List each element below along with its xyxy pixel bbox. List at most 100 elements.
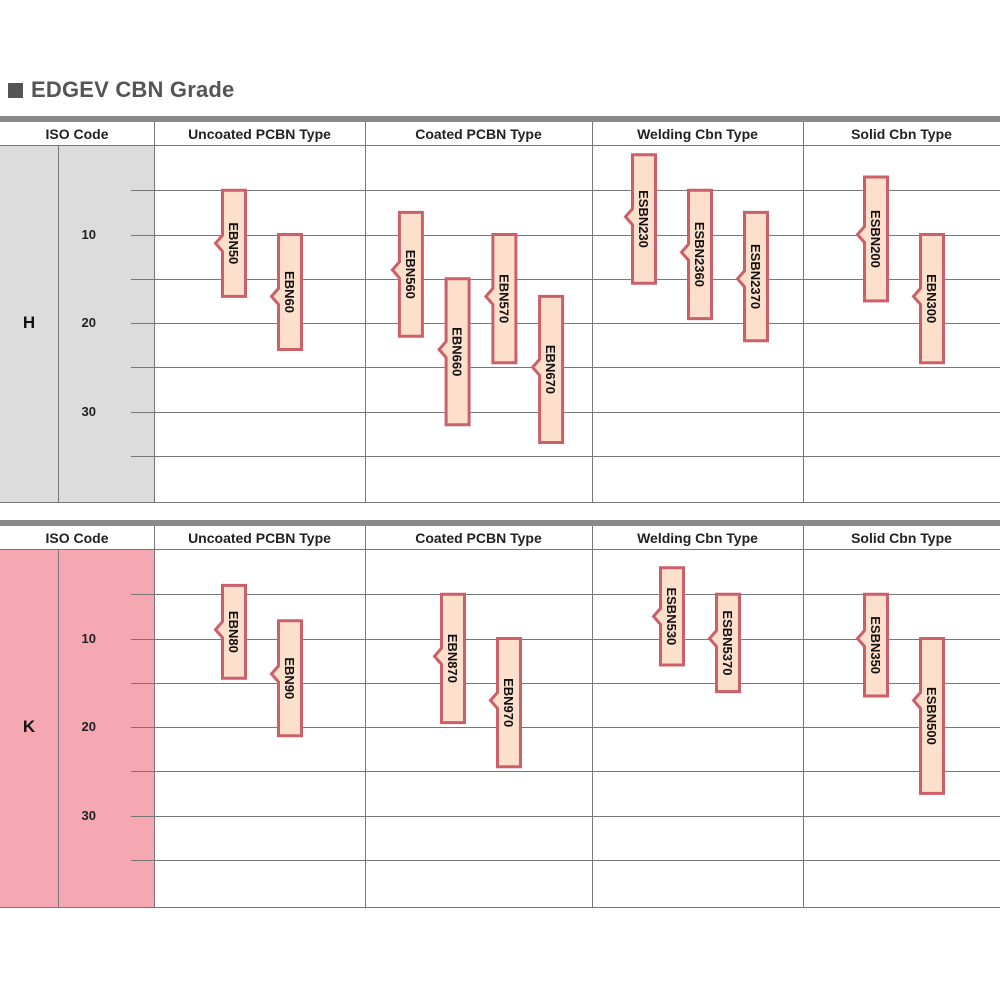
header-divider [0, 145, 1000, 146]
grade-marker: EBN90 [269, 619, 303, 738]
grade-label: EBN970 [501, 678, 516, 727]
grade-marker: ESBN530 [651, 566, 685, 667]
grade-label: EBN80 [226, 611, 241, 653]
column-header: ISO Code [45, 126, 109, 142]
grade-label: EBN60 [282, 271, 297, 313]
grade-marker: EBN570 [483, 233, 518, 365]
grid-line [131, 323, 1000, 324]
grid-line [131, 816, 1000, 817]
grade-bar [651, 566, 685, 667]
grade-label: EBN50 [226, 222, 241, 264]
grade-marker: EBN80 [213, 583, 247, 680]
section-k: ISO Code Uncoated PCBN Type Coated PCBN Ty… [0, 520, 1000, 908]
header-divider [0, 549, 1000, 550]
grade-bar [390, 210, 424, 338]
grade-label: EBN90 [282, 657, 297, 699]
grade-label: ESBN230 [636, 190, 651, 248]
grade-bar [679, 188, 713, 321]
column-header: Welding Cbn Type [637, 530, 758, 546]
grade-marker: EBN670 [530, 294, 565, 444]
column-divider [592, 526, 593, 907]
column-header: Coated PCBN Type [415, 530, 542, 546]
grade-label: ESBN500 [924, 687, 939, 745]
grade-label: ESBN2370 [748, 244, 763, 309]
section-bottom-line [0, 502, 1000, 503]
grade-label: EBN870 [445, 634, 460, 683]
grade-bar [530, 294, 565, 444]
column-header: ISO Code [45, 530, 109, 546]
grade-chart: EBN80 EBN90 EBN870 EBN970 ESBN530 ESBN5370 ESB… [213, 566, 945, 795]
grid-line [131, 412, 1000, 413]
column-divider [803, 526, 804, 907]
grade-label: ESBN2360 [692, 222, 707, 287]
tick-label: 20 [81, 719, 96, 734]
grade-label: ESBN200 [868, 210, 883, 268]
grid-line [131, 639, 1000, 640]
grid-line [131, 456, 1000, 457]
grid-line [131, 683, 1000, 684]
tick-label: 30 [81, 404, 96, 419]
grade-marker: ESBN350 [855, 592, 889, 698]
column-divider [58, 146, 59, 502]
grade-label: EBN670 [543, 345, 558, 394]
column-header: Uncoated PCBN Type [188, 530, 331, 546]
column-divider [154, 526, 155, 907]
grade-bar [735, 210, 769, 343]
tick-label: 10 [81, 631, 96, 646]
grade-bar [483, 233, 518, 365]
section-bottom-line [0, 907, 1000, 908]
grade-label: ESBN530 [664, 587, 679, 645]
grade-bar [269, 619, 303, 738]
grade-marker: EBN560 [390, 210, 424, 338]
page-title: EDGEV CBN Grade [8, 76, 235, 104]
section-h: ISO Code Uncoated PCBN Type Coated PCBN Ty… [0, 116, 1000, 503]
grid-line [131, 771, 1000, 772]
grade-marker: ESBN2360 [679, 188, 713, 321]
grade-marker: EBN870 [432, 592, 466, 725]
grade-marker: EBN660 [437, 277, 471, 427]
column-header: Coated PCBN Type [415, 126, 542, 142]
grade-marker: ESBN200 [855, 175, 889, 303]
grade-bar [213, 188, 247, 298]
tick-label: 20 [81, 315, 96, 330]
column-divider [365, 526, 366, 907]
grade-bar [269, 233, 303, 351]
grade-chart: EBN50 EBN60 EBN560 EBN660 EBN570 EBN670 ESBN23… [213, 153, 945, 444]
iso-letter: H [22, 313, 36, 332]
grade-marker: ESBN230 [623, 153, 657, 285]
grade-marker: ESBN2370 [735, 210, 769, 343]
grade-bar [437, 277, 471, 427]
column-divider [592, 122, 593, 502]
grade-bar [911, 233, 945, 365]
grade-bar [213, 583, 247, 680]
grade-bar [855, 175, 889, 303]
grid-line [131, 367, 1000, 368]
grade-bar [855, 592, 889, 698]
section-top-bar [0, 116, 1000, 122]
iso-letter: K [22, 717, 36, 736]
column-divider [365, 122, 366, 502]
grade-bar [911, 637, 945, 795]
column-header: Solid Cbn Type [851, 126, 952, 142]
grade-marker: EBN970 [488, 637, 522, 769]
title-text: EDGEV CBN Grade [31, 77, 235, 102]
grid-line [131, 235, 1000, 236]
grid-line [131, 594, 1000, 595]
grid-line [131, 279, 1000, 280]
grade-marker: ESBN500 [911, 637, 945, 795]
grade-bar [707, 592, 741, 694]
grade-label: EBN570 [496, 274, 511, 323]
column-header: Solid Cbn Type [851, 530, 952, 546]
grid-line [131, 727, 1000, 728]
tick-label: 10 [81, 227, 96, 242]
column-divider [154, 122, 155, 502]
grade-label: ESBN350 [868, 616, 883, 674]
square-bullet-icon [8, 82, 23, 98]
grade-marker: ESBN5370 [707, 592, 741, 694]
grade-label: ESBN5370 [720, 610, 735, 675]
column-divider [58, 550, 59, 907]
grade-marker: EBN60 [269, 233, 303, 351]
grade-label: EBN560 [403, 250, 418, 299]
section-top-bar [0, 520, 1000, 526]
iso-shade [0, 146, 154, 502]
